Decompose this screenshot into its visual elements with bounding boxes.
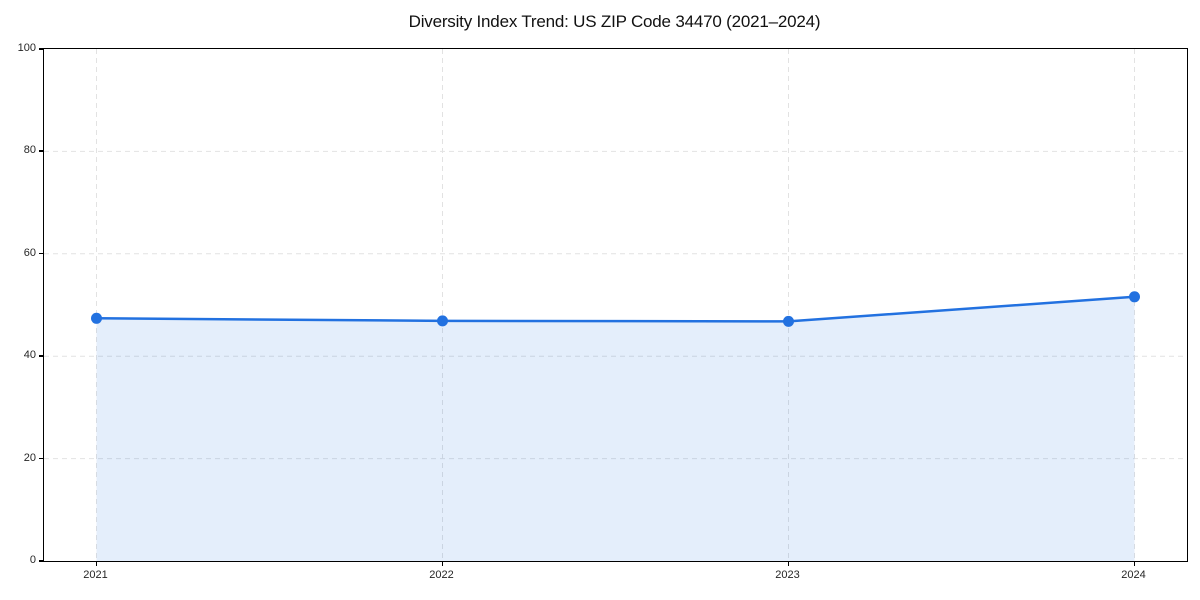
series-line bbox=[95, 295, 1136, 323]
x-tick-label: 2023 bbox=[775, 569, 800, 581]
y-tick-mark bbox=[39, 457, 43, 460]
chart-svg bbox=[44, 49, 1187, 561]
y-tick-label: 80 bbox=[23, 144, 36, 157]
y-tick-label: 60 bbox=[23, 246, 36, 259]
y-tick-mark bbox=[39, 355, 43, 357]
x-tick-mark bbox=[95, 561, 97, 566]
data-point-marker bbox=[783, 315, 794, 327]
series-area-fill bbox=[96, 296, 1135, 561]
y-tick-mark bbox=[39, 150, 43, 152]
data-point-marker bbox=[91, 312, 102, 324]
y-tick-mark bbox=[39, 252, 43, 255]
y-tick-label: 40 bbox=[23, 349, 36, 362]
y-tick-mark bbox=[39, 48, 43, 50]
y-tick-label: 20 bbox=[23, 451, 36, 464]
data-point-marker bbox=[437, 315, 448, 327]
x-tick-label: 2021 bbox=[83, 569, 108, 581]
data-point-marker bbox=[1129, 291, 1140, 303]
x-tick-mark bbox=[441, 561, 443, 566]
x-tick-mark bbox=[787, 561, 789, 566]
y-tick-mark bbox=[39, 560, 43, 562]
x-tick-label: 2024 bbox=[1121, 569, 1146, 581]
x-tick-label: 2022 bbox=[429, 569, 454, 581]
chart-title: Diversity Index Trend: US ZIP Code 34470… bbox=[408, 12, 821, 31]
chart-plot-area bbox=[43, 48, 1188, 562]
y-tick-label: 100 bbox=[17, 42, 36, 54]
x-tick-mark bbox=[1133, 561, 1135, 566]
y-tick-label: 0 bbox=[29, 554, 36, 566]
